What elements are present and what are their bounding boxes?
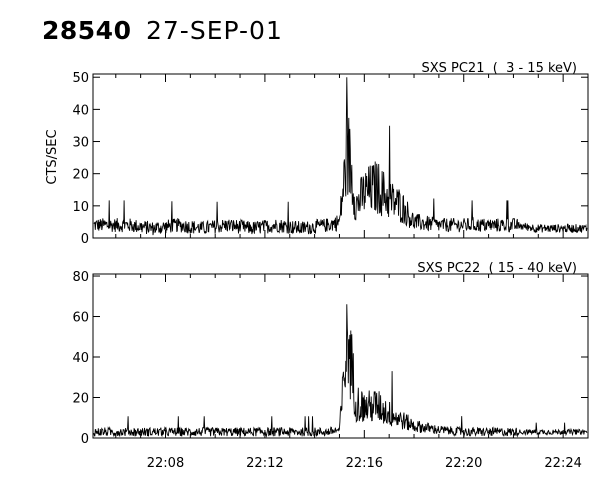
plot-frame-1 <box>92 73 589 239</box>
x-tick-label: 22:12 <box>246 456 283 471</box>
event-date: 27-SEP-01 <box>146 16 283 45</box>
y-tick-label: 20 <box>72 168 89 183</box>
y-tick-label: 60 <box>72 311 89 326</box>
y-tick-label: 80 <box>72 270 89 285</box>
plot-frame-2 <box>92 273 589 439</box>
y-tick-label: 30 <box>72 136 89 151</box>
series-line-1 <box>93 77 588 236</box>
series-line-2 <box>93 304 588 438</box>
panel-label-pc22: SXS PC22 ( 15 - 40 keV) <box>417 261 577 276</box>
x-tick-label: 22:24 <box>544 456 581 471</box>
y-tick-label: 40 <box>72 103 89 118</box>
y-tick-label: 0 <box>81 432 89 447</box>
x-tick-label: 22:16 <box>346 456 383 471</box>
y-tick-label: 0 <box>81 232 89 247</box>
y-tick-label: 40 <box>72 351 89 366</box>
x-tick-label: 22:08 <box>147 456 184 471</box>
panel-label-pc21: SXS PC21 ( 3 - 15 keV) <box>421 61 577 76</box>
x-tick-label: 22:20 <box>445 456 482 471</box>
y-tick-label: 50 <box>72 71 89 86</box>
y-axis-label: CTS/SEC <box>45 129 60 184</box>
event-id: 28540 <box>42 16 132 45</box>
y-tick-label: 10 <box>72 200 89 215</box>
y-tick-label: 20 <box>72 392 89 407</box>
